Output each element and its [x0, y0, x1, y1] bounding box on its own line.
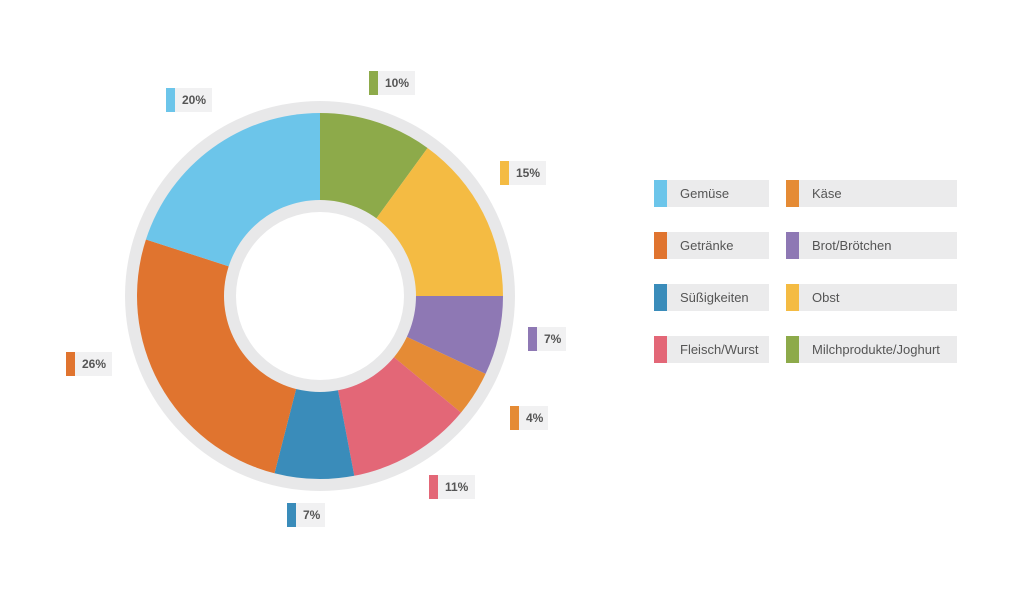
value-label: 7% [287, 503, 325, 527]
legend-label: Milchprodukte/Joghurt [812, 342, 940, 357]
legend-swatch [654, 336, 667, 363]
value-label: 11% [429, 475, 475, 499]
value-label: 15% [500, 161, 546, 185]
legend-item: Milchprodukte/Joghurt [786, 336, 957, 363]
value-label-marker [287, 503, 296, 527]
value-label-marker [500, 161, 509, 185]
value-label: 4% [510, 406, 548, 430]
legend: Gemüse Käse Getränke Brot/Brötchen Süßigkeit… [654, 180, 957, 363]
value-label: 20% [166, 88, 212, 112]
legend-item: Getränke [654, 232, 769, 259]
value-label-marker [66, 352, 75, 376]
value-label: 10% [369, 71, 415, 95]
legend-item: Obst [786, 284, 957, 311]
legend-label: Fleisch/Wurst [680, 342, 759, 357]
value-label-text: 15% [516, 166, 540, 180]
legend-swatch [786, 232, 799, 259]
value-label-marker [528, 327, 537, 351]
legend-item: Fleisch/Wurst [654, 336, 769, 363]
value-labels: 10% 15% 7% 4% 11% 7% 26% 20% [66, 71, 566, 527]
value-label-text: 20% [182, 93, 206, 107]
legend-item: Brot/Brötchen [786, 232, 957, 259]
value-label-text: 4% [526, 411, 544, 425]
value-label-marker [510, 406, 519, 430]
legend-item: Käse [786, 180, 957, 207]
value-label-text: 7% [544, 332, 562, 346]
center-hole [236, 212, 404, 380]
value-label-text: 26% [82, 357, 106, 371]
legend-swatch [654, 232, 667, 259]
value-label-text: 10% [385, 76, 409, 90]
legend-swatch [786, 284, 799, 311]
value-label: 26% [66, 352, 112, 376]
legend-label: Getränke [680, 238, 734, 253]
legend-label: Käse [812, 186, 842, 201]
value-label-text: 11% [445, 480, 469, 494]
value-label-marker [369, 71, 378, 95]
legend-label: Obst [812, 290, 840, 305]
value-label: 7% [528, 327, 566, 351]
legend-label: Gemüse [680, 186, 730, 201]
legend-item: Gemüse [654, 180, 769, 207]
value-label-text: 7% [303, 508, 321, 522]
legend-swatch [654, 284, 667, 311]
value-label-marker [429, 475, 438, 499]
legend-label: Brot/Brötchen [812, 238, 892, 253]
value-label-marker [166, 88, 175, 112]
legend-swatch [654, 180, 667, 207]
legend-label: Süßigkeiten [680, 290, 749, 305]
legend-swatch [786, 180, 799, 207]
legend-swatch [786, 336, 799, 363]
legend-item: Süßigkeiten [654, 284, 769, 311]
